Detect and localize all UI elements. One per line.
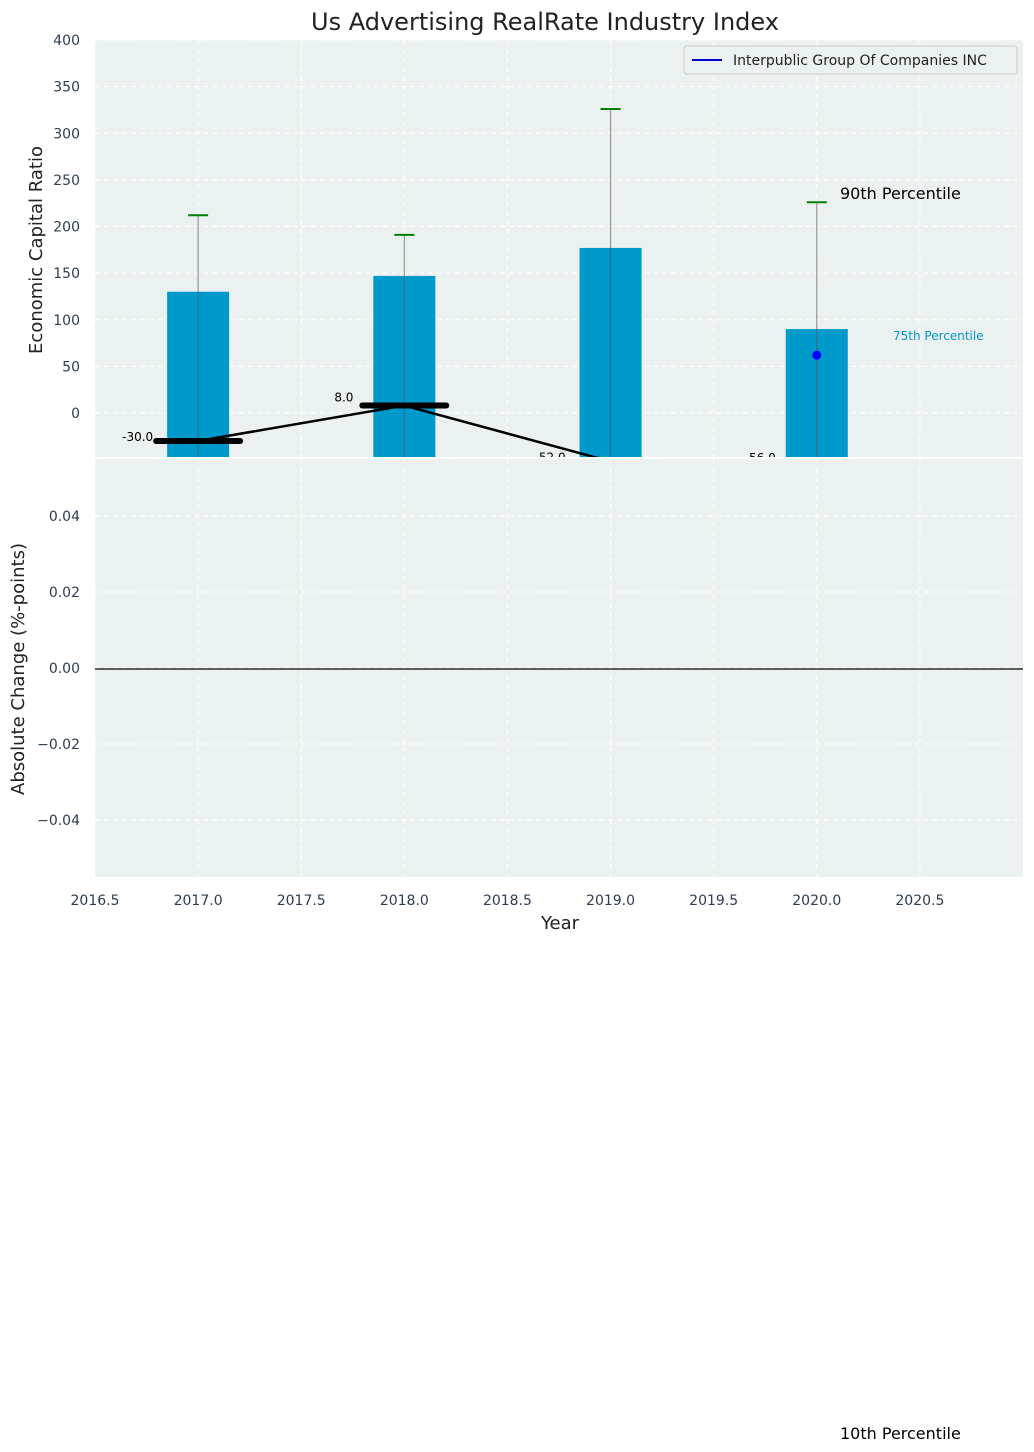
bottom-y-tick-label: −0.02 — [37, 737, 80, 753]
top-y-tick-label: 200 — [53, 220, 80, 236]
top-y-tick-label: 50 — [62, 359, 80, 375]
x-tick-label: 2017.5 — [277, 893, 326, 909]
annotation-10th-percentile: 10th Percentile — [840, 1424, 961, 1443]
legend: Interpublic Group Of Companies INC — [683, 45, 1018, 75]
x-tick-label: 2016.5 — [71, 893, 120, 909]
x-tick-label: 2019.0 — [586, 893, 635, 909]
top-y-tick-label: 150 — [53, 266, 80, 282]
company-point-label: -30.0 — [122, 430, 153, 444]
top-y-tick-label: 300 — [53, 126, 80, 142]
x-tick-label: 2018.5 — [483, 893, 532, 909]
top-y-tick-label: 100 — [53, 313, 80, 329]
x-tick-label: 2020.5 — [895, 893, 944, 909]
bottom-panel: 0.04 0.02 0.00 −0.02 −0.04 Absolute Change (… — [8, 459, 1023, 877]
bottom-y-ticks: 0.04 0.02 0.00 −0.02 −0.04 — [37, 509, 80, 829]
x-ticks: 2016.5 2017.0 2017.5 2018.0 2018.5 2019.0 2019… — [71, 893, 945, 909]
chart-title: Us Advertising RealRate Industry Index — [311, 8, 779, 36]
company-point-label: 8.0 — [334, 391, 353, 405]
company-line — [197, 404, 603, 458]
annotation-75th-percentile: 75th Percentile — [893, 329, 984, 343]
top-marks — [153, 108, 848, 458]
x-tick-label: 2019.5 — [689, 893, 738, 909]
bottom-y-tick-label: −0.04 — [37, 813, 80, 829]
top-y-ticks: 0 50 100 150 200 250 300 350 400 — [53, 33, 80, 422]
legend-label: Interpublic Group Of Companies INC — [733, 53, 987, 69]
top-y-tick-label: 350 — [53, 80, 80, 96]
legend-box — [683, 45, 1018, 75]
x-tick-label: 2018.0 — [380, 893, 429, 909]
top-y-axis-label: Economic Capital Ratio — [26, 146, 47, 354]
bottom-y-tick-label: 0.02 — [49, 585, 80, 601]
annotation-90th-percentile: 90th Percentile — [840, 184, 961, 203]
x-axis-label: Year — [540, 913, 580, 934]
bottom-y-axis-label: Absolute Change (%-points) — [8, 543, 29, 795]
top-y-tick-label: 400 — [53, 33, 80, 49]
marker-point — [812, 350, 822, 360]
x-tick-label: 2017.0 — [174, 893, 223, 909]
bottom-y-tick-label: 0.00 — [49, 661, 80, 677]
bottom-grid — [94, 459, 1023, 877]
top-plot-background — [95, 40, 1023, 458]
bottom-y-tick-label: 0.04 — [49, 509, 80, 525]
top-y-tick-label: 0 — [71, 406, 80, 422]
x-tick-label: 2020.0 — [792, 893, 841, 909]
top-y-tick-label: 250 — [53, 173, 80, 189]
